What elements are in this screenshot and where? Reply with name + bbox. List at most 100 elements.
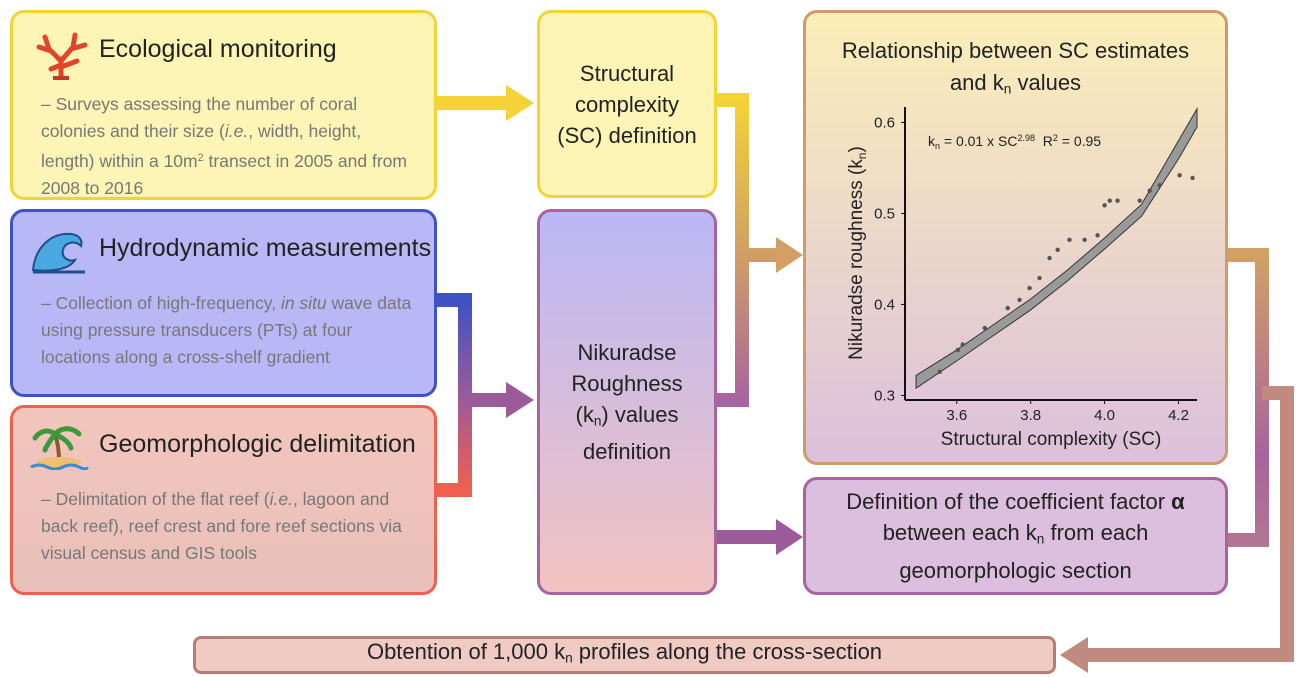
data-point [1157, 183, 1162, 188]
data-point [1067, 237, 1072, 243]
text: in situ [280, 293, 327, 313]
arrow-head [776, 519, 803, 555]
text: i.e. [269, 489, 293, 509]
box-title: Geomorphologic delimitation [99, 430, 416, 458]
box-body: – Collection of high-frequency, in situ … [41, 290, 412, 371]
island-icon [30, 426, 89, 470]
data-point [1027, 285, 1032, 291]
geomorph-box: Geomorphologic delimitation – Delimitati… [10, 405, 437, 595]
data-point [1047, 255, 1052, 261]
text: – Delimitation of the flat reef ( [41, 489, 270, 509]
text: profiles along the cross-section [572, 639, 883, 665]
text: 2 [197, 152, 204, 164]
text: , width, height, length) within a 10m [41, 121, 362, 171]
arrow-line [1085, 386, 1294, 662]
data-point [1095, 233, 1100, 238]
data-point [1107, 198, 1112, 203]
x-axis-label: Structural complexity (SC) [941, 429, 1162, 450]
hydro-box: Hydrodynamic measurements – Collection o… [10, 209, 437, 397]
text: Relationship between SC estimates and k [841, 38, 1190, 95]
relationship-box: Relationship between SC estimates and kn… [803, 10, 1228, 465]
text: Nikuradse roughness (k [846, 159, 867, 360]
data-point [982, 325, 988, 331]
y-tick-label: 0.5 [874, 205, 895, 222]
profiles-box: Obtention of 1,000 kn profiles along the… [193, 636, 1056, 674]
data-point [1147, 188, 1152, 193]
box-text: Obtention of 1,000 kn profiles along the… [367, 636, 882, 673]
box-title: Ecological monitoring [99, 35, 337, 63]
box-title: Hydrodynamic measurements [99, 234, 432, 262]
text: values [1011, 70, 1082, 95]
data-point [937, 369, 942, 374]
equation: kn = 0.01 x SC2.98 R2 = 0.95 [928, 133, 1101, 151]
data-point [960, 342, 965, 347]
x-tick-label: 3.8 [1020, 407, 1041, 424]
ecological-box: Ecological monitoring – Surveys assessin… [10, 10, 437, 200]
text: Definition of the coefficient factor [846, 489, 1172, 515]
x-tick-label: 3.6 [946, 407, 967, 424]
kn-definition-box: Nikuradse Roughness (kn) values definiti… [537, 209, 717, 595]
text: Obtention of 1,000 k [366, 639, 566, 665]
y-axis-label: Nikuradse roughness (kn) [846, 146, 869, 360]
arrow-head [1060, 637, 1088, 673]
text: – Surveys assessing the number of coral … [41, 94, 358, 141]
arrow-head [506, 382, 534, 418]
data-point [1177, 173, 1182, 178]
alpha-box: Definition of the coefficient factor α b… [803, 477, 1228, 595]
text: 2.98 [1017, 133, 1035, 143]
text: = 0.95 [1058, 133, 1101, 149]
text: n [935, 141, 940, 151]
wave-icon [31, 232, 85, 274]
data-point [1115, 198, 1120, 203]
text: n [1036, 531, 1045, 547]
fit-band [915, 106, 1198, 390]
text: from each geomorphologic section [899, 520, 1149, 583]
y-tick-label: 0.6 [874, 114, 895, 131]
text: i.e. [224, 121, 249, 141]
text: n [855, 152, 869, 159]
text: n [1003, 81, 1012, 97]
text: Nikuradse Roughness (k [571, 339, 683, 427]
text: R [1035, 133, 1053, 149]
sc-definition-box: Structural complexity (SC) definition [537, 10, 717, 198]
arrow-head [776, 237, 803, 273]
data-point [1017, 297, 1022, 303]
arrow-head [506, 85, 534, 121]
x-tick-label: 4.2 [1168, 407, 1189, 424]
y-tick-label: 0.4 [874, 296, 895, 313]
arrow-line [717, 93, 778, 262]
text: – Collection of high-frequency, [41, 293, 281, 313]
data-point [1190, 175, 1195, 181]
data-point [1005, 305, 1010, 311]
text: wave data using pressure transducers (PT… [41, 293, 412, 367]
data-point [955, 347, 961, 353]
data-point [1037, 275, 1042, 281]
box-text: Structural complexity (SC) definition [557, 60, 697, 148]
text: α [1171, 489, 1185, 515]
text: between each k [882, 520, 1037, 546]
box-title: Relationship between SC estimates and kn… [826, 35, 1205, 105]
box-text: Definition of the coefficient factor α b… [818, 486, 1213, 585]
text: transect in 2005 and from 2008 to 2016 [41, 150, 407, 198]
text: n [593, 413, 602, 429]
data-point [1082, 237, 1087, 243]
text: k [928, 133, 936, 149]
data-point [1102, 203, 1107, 208]
data-point [1055, 247, 1060, 253]
box-body: – Delimitation of the flat reef (i.e., l… [41, 486, 412, 567]
connector-lines [437, 93, 1294, 662]
x-tick-label: 4.0 [1094, 407, 1115, 424]
text: ) values definition [582, 401, 679, 465]
data-point [1137, 198, 1142, 203]
text: n [565, 650, 573, 666]
arrow-line [717, 255, 749, 407]
text: ) [846, 146, 867, 152]
text: = 0.01 x SC [940, 133, 1017, 149]
box-text: Nikuradse Roughness (kn) values definiti… [552, 337, 702, 467]
text: , lagoon and back reef), reef crest and … [41, 489, 402, 563]
y-tick-label: 0.3 [874, 387, 895, 404]
box-body: – Surveys assessing the number of coral … [41, 91, 412, 202]
